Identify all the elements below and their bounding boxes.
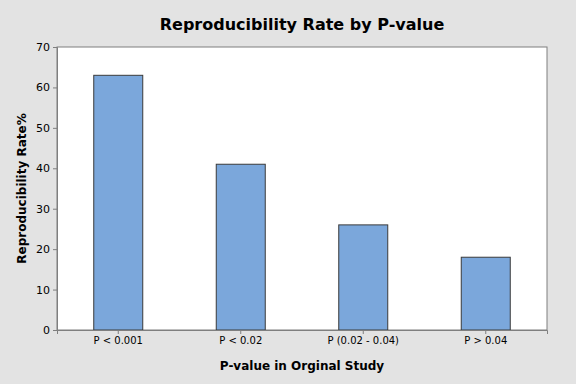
bar — [94, 75, 143, 330]
x-axis-line — [58, 331, 548, 335]
y-tick-label: 70 — [36, 41, 50, 54]
y-tick: 20 — [36, 243, 57, 256]
y-tick-mark — [53, 209, 57, 210]
y-tick-label: 20 — [36, 243, 50, 256]
y-axis-title: Reproducibility Rate% — [15, 113, 29, 263]
y-tick: 0 — [43, 324, 57, 337]
x-tick: P > 0.04 — [464, 330, 507, 346]
y-tick-label: 10 — [36, 284, 50, 297]
y-tick-label: 40 — [36, 162, 50, 175]
y-tick-mark — [53, 128, 57, 129]
x-tick-label: P (0.02 - 0.04) — [327, 335, 399, 346]
bar — [339, 225, 388, 330]
x-axis-title: P-value in Orginal Study — [220, 359, 385, 373]
x-tick-mark — [485, 330, 486, 334]
y-tick: 60 — [36, 81, 57, 94]
y-tick: 40 — [36, 162, 57, 175]
y-tick-mark — [53, 87, 57, 88]
y-tick: 30 — [36, 203, 57, 216]
y-axis: 0 10 20 30 40 50 60 70 — [36, 41, 58, 337]
bar — [461, 257, 510, 330]
y-tick-label: 60 — [36, 81, 50, 94]
y-tick: 70 — [36, 41, 57, 54]
y-axis-line — [53, 48, 58, 331]
x-tick-label: P < 0.02 — [219, 335, 262, 346]
x-tick-mark — [118, 330, 119, 334]
x-tick-label: P > 0.04 — [464, 335, 507, 346]
bar — [216, 164, 265, 330]
y-tick-mark — [53, 330, 57, 331]
x-tick-mark — [240, 330, 241, 334]
x-axis: P < 0.001 P < 0.02 P (0.02 - 0.04) P > 0.04 — [58, 330, 548, 346]
x-tick: P < 0.02 — [219, 330, 262, 346]
y-tick-mark — [53, 290, 57, 291]
plot: 0 10 20 30 40 50 60 70 P < 0.001 P < 0.02 P (0.02 … — [36, 41, 548, 346]
x-tick-mark — [363, 330, 364, 334]
y-tick-mark — [53, 249, 57, 250]
y-tick-mark — [53, 168, 57, 169]
bars — [94, 75, 511, 330]
plot-area — [57, 47, 547, 330]
y-tick-mark — [53, 47, 57, 48]
chart: 0 10 20 30 40 50 60 70 P < 0.001 P < 0.02 P (0.02 … — [0, 0, 576, 384]
background — [0, 0, 576, 384]
y-tick-label: 0 — [43, 324, 50, 337]
x-tick-label: P < 0.001 — [94, 335, 143, 346]
x-tick: P < 0.001 — [94, 330, 143, 346]
y-tick: 10 — [36, 284, 57, 297]
y-tick-label: 50 — [36, 122, 50, 135]
x-tick: P (0.02 - 0.04) — [327, 330, 399, 346]
title: Reproducibility Rate by P-value — [160, 15, 445, 34]
y-tick: 50 — [36, 122, 57, 135]
y-tick-label: 30 — [36, 203, 50, 216]
